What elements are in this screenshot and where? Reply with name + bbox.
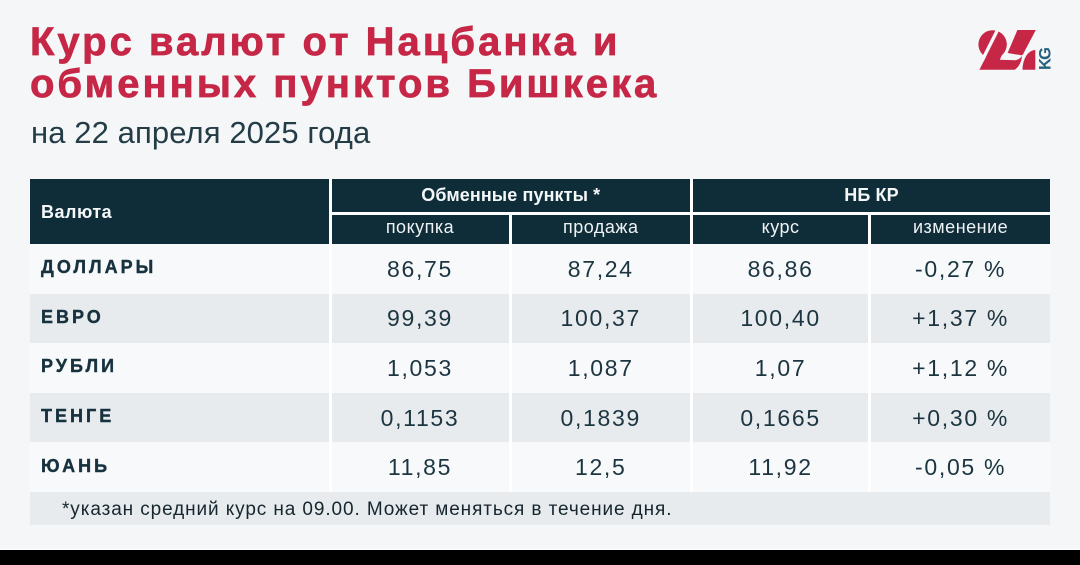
- svg-text:KG: KG: [1037, 48, 1051, 70]
